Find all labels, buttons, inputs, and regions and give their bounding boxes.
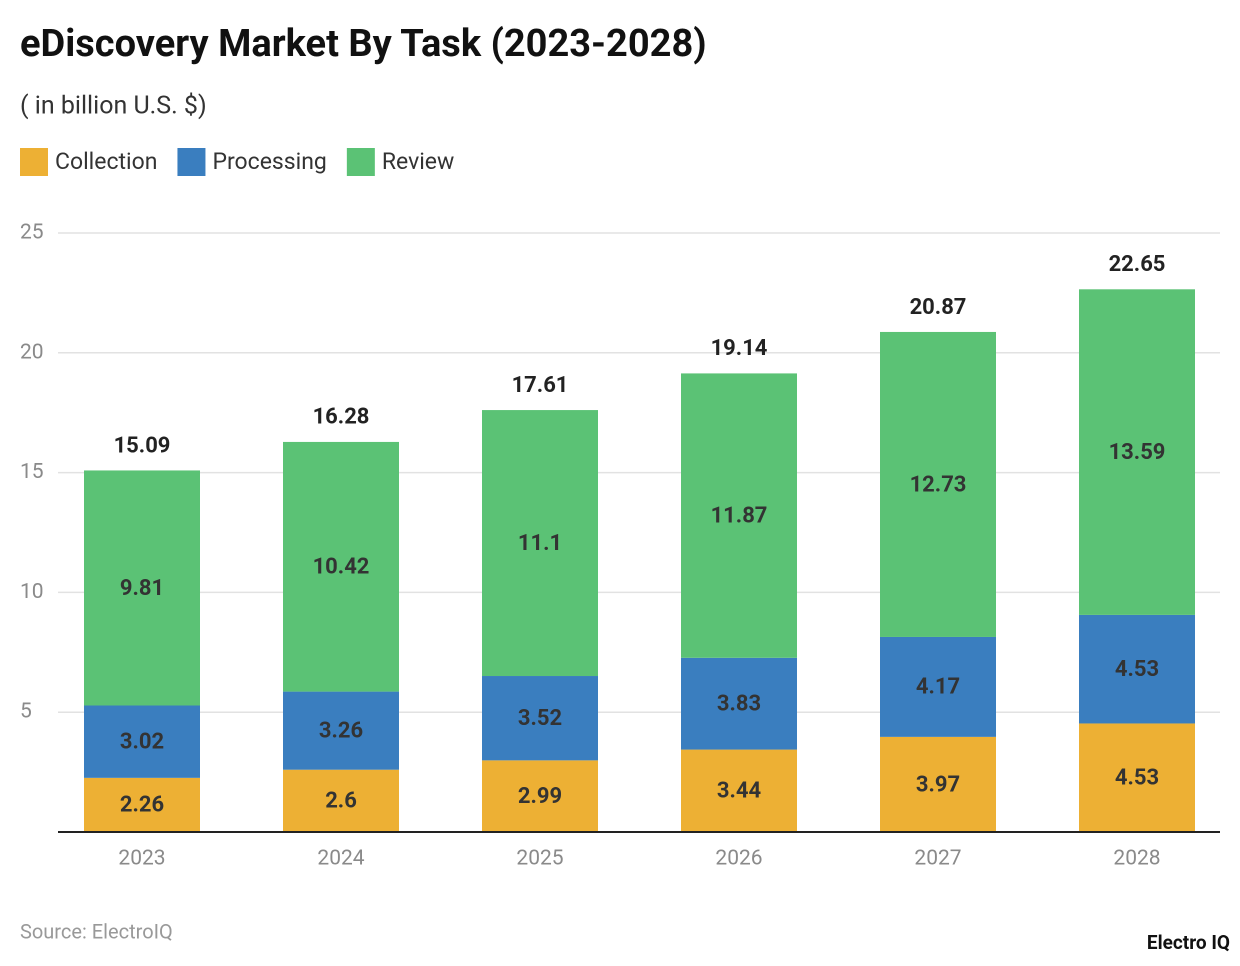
bar-segment — [84, 470, 200, 706]
bar-segment — [880, 331, 996, 637]
y-tick-label: 10 — [20, 580, 44, 604]
bar-segment — [84, 705, 200, 778]
chart-subtitle: ( in billion U.S. $) — [20, 92, 207, 121]
bar-segment — [681, 657, 797, 750]
y-tick-label: 20 — [20, 340, 44, 364]
segment-label: 3.44 — [717, 779, 762, 804]
bar-segment — [681, 749, 797, 832]
legend-label: Processing — [212, 148, 326, 175]
y-tick-label: 5 — [20, 700, 32, 724]
x-tick-label: 2023 — [118, 847, 165, 871]
legend-swatch — [346, 148, 375, 176]
bar-segment — [283, 769, 399, 832]
legend-swatch — [20, 148, 48, 176]
segment-label: 11.87 — [711, 503, 768, 528]
bar-segment — [283, 441, 399, 692]
segment-label: 2.99 — [518, 784, 562, 809]
segment-label: 2.26 — [120, 793, 164, 818]
segment-label: 4.53 — [1115, 766, 1159, 791]
total-label: 22.65 — [1109, 252, 1166, 277]
segment-label: 4.17 — [916, 675, 960, 700]
x-tick-label: 2024 — [317, 847, 364, 871]
legend-label: Review — [382, 148, 454, 175]
bar-segment — [482, 676, 598, 761]
segment-label: 3.83 — [717, 692, 761, 717]
legend-swatch — [177, 148, 206, 176]
segment-label: 3.97 — [916, 772, 960, 797]
bar-segment — [84, 777, 200, 832]
segment-label: 9.81 — [120, 576, 164, 601]
bar-segment — [1079, 723, 1195, 832]
y-tick-label: 15 — [20, 460, 44, 484]
bar-segment — [482, 760, 598, 832]
bar-segment — [880, 636, 996, 737]
bar-segment — [681, 373, 797, 658]
legend-label: Collection — [55, 148, 157, 175]
x-tick-label: 2026 — [715, 847, 762, 871]
segment-label: 12.73 — [910, 472, 967, 497]
brand: Electro IQ — [1147, 931, 1230, 954]
segment-label: 2.6 — [325, 789, 357, 814]
x-tick-label: 2027 — [914, 847, 961, 871]
bar-segment — [1079, 614, 1195, 724]
bar-segment — [482, 410, 598, 677]
segment-label: 11.1 — [518, 531, 562, 556]
segment-label: 3.52 — [518, 706, 562, 731]
segment-label: 3.02 — [120, 729, 164, 754]
source: Source: ElectroIQ — [20, 919, 173, 943]
bar-segment — [880, 736, 996, 832]
segment-label: 3.26 — [319, 718, 363, 743]
x-tick-label: 2028 — [1113, 847, 1160, 871]
bar-segment — [1079, 289, 1195, 615]
total-label: 20.87 — [910, 295, 967, 320]
bar-segment — [283, 691, 399, 770]
chart-title: eDiscovery Market By Task (2023-2028) — [20, 22, 707, 66]
x-tick-label: 2025 — [516, 847, 563, 871]
total-label: 15.09 — [114, 433, 171, 458]
total-label: 19.14 — [711, 336, 768, 361]
segment-label: 4.53 — [1115, 657, 1159, 682]
segment-label: 10.42 — [313, 555, 370, 580]
y-tick-label: 25 — [20, 221, 44, 245]
total-label: 17.61 — [512, 373, 569, 398]
segment-label: 13.59 — [1109, 440, 1166, 465]
total-label: 16.28 — [313, 405, 370, 430]
